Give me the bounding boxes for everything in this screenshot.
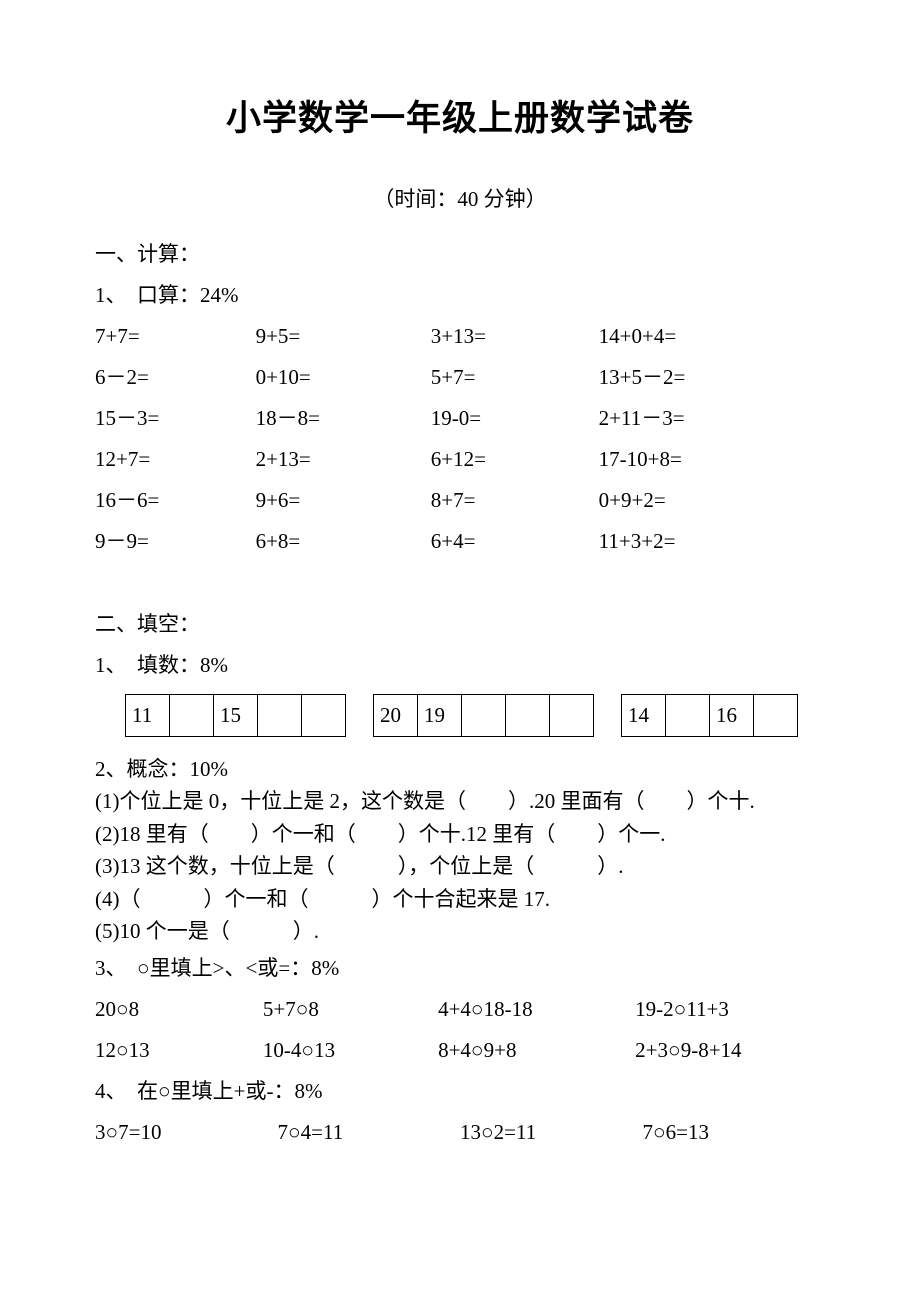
calc-cell: 5+7= [431,357,599,398]
op-cell: 13○2=11 [460,1112,643,1153]
calc-cell: 0+9+2= [599,480,825,521]
p2-line: (3)13 这个数，十位上是（ ），个位上是（ ）. [95,850,825,883]
num-cell [754,694,798,736]
table-row: 15－3=18－8=19-0= 2+11－3= [95,398,825,439]
number-table: 11 15 20 19 14 16 [125,694,798,737]
table-row: 3○7=107○4=1113○2=117○6=13 [95,1112,825,1153]
cmp-cell: 5+7○8 [263,989,438,1030]
cmp-cell: 10-4○13 [263,1030,438,1071]
cmp-cell: 12○13 [95,1030,263,1071]
calc-cell: 2+11－3= [599,398,825,439]
num-cell: 20 [374,694,418,736]
calc-cell: 12+7= [95,439,256,480]
calc-table: 7+7=9+5=3+13=14+0+4= 6－2=0+10=5+7=13+5－2… [95,316,825,562]
table-row: 11 15 20 19 14 16 [126,694,798,736]
table-row: 7+7=9+5=3+13=14+0+4= [95,316,825,357]
calc-cell: 6+8= [256,521,431,562]
op-cell: 7○6=13 [643,1112,826,1153]
cmp-cell: 8+4○9+8 [438,1030,635,1071]
calc-cell: 9+5= [256,316,431,357]
calc-cell: 6+12= [431,439,599,480]
section2-sub: 1、 填数：8% [95,645,825,686]
p2-heading: 2、概念：10% [95,753,825,786]
op-table: 3○7=107○4=1113○2=117○6=13 [95,1112,825,1153]
table-row: 9－9=6+8=6+4= 11+3+2= [95,521,825,562]
calc-cell: 15－3= [95,398,256,439]
compare-table: 20○85+7○84+4○18-1819-2○11+3 12○1310-4○13… [95,989,825,1071]
page-subtitle: （时间：40 分钟） [95,179,825,220]
calc-cell: 8+7= [431,480,599,521]
num-cell: 11 [126,694,170,736]
op-cell: 7○4=11 [278,1112,461,1153]
table-row: 12○1310-4○138+4○9+82+3○9-8+14 [95,1030,825,1071]
num-cell [666,694,710,736]
calc-cell: 11+3+2= [599,521,825,562]
section1-heading: 一、计算： [95,234,825,275]
calc-cell: 16－6= [95,480,256,521]
calc-cell: 9+6= [256,480,431,521]
cmp-cell: 2+3○9-8+14 [635,1030,825,1071]
calc-cell: 18－8= [256,398,431,439]
num-cell [506,694,550,736]
gap-cell [346,694,374,736]
calc-cell: 17-10+8= [599,439,825,480]
cmp-cell: 19-2○11+3 [635,989,825,1030]
p4-heading: 4、 在○里填上+或-：8% [95,1071,825,1112]
num-cell [302,694,346,736]
num-cell [258,694,302,736]
num-cell: 19 [418,694,462,736]
num-cell [170,694,214,736]
p2-line: (5)10 个一是（ ）. [95,915,825,948]
calc-cell: 2+13= [256,439,431,480]
gap-cell [594,694,622,736]
op-cell: 3○7=10 [95,1112,278,1153]
table-row: 16－6=9+6=8+7= 0+9+2= [95,480,825,521]
table-row: 20○85+7○84+4○18-1819-2○11+3 [95,989,825,1030]
calc-cell: 7+7= [95,316,256,357]
num-cell: 14 [622,694,666,736]
section1-sub: 1、 口算：24% [95,275,825,316]
calc-cell: 6+4= [431,521,599,562]
num-cell [550,694,594,736]
num-cell [462,694,506,736]
cmp-cell: 20○8 [95,989,263,1030]
num-cell: 15 [214,694,258,736]
p2-line: (1)个位上是 0，十位上是 2，这个数是（ ）.20 里面有（ ）个十. [95,785,825,818]
calc-cell: 13+5－2= [599,357,825,398]
calc-cell: 14+0+4= [599,316,825,357]
calc-cell: 0+10= [256,357,431,398]
section2-heading: 二、填空： [95,604,825,645]
num-cell: 16 [710,694,754,736]
calc-cell: 9－9= [95,521,256,562]
calc-cell: 19-0= [431,398,599,439]
calc-cell: 3+13= [431,316,599,357]
page-title: 小学数学一年级上册数学试卷 [95,85,825,153]
table-row: 6－2=0+10=5+7=13+5－2= [95,357,825,398]
p2-line: (2)18 里有（ ）个一和（ ）个十.12 里有（ ）个一. [95,818,825,851]
p3-heading: 3、 ○里填上>、<或=：8% [95,948,825,989]
calc-cell: 6－2= [95,357,256,398]
cmp-cell: 4+4○18-18 [438,989,635,1030]
p2-line: (4)（ ）个一和（ ）个十合起来是 17. [95,883,825,916]
table-row: 12+7=2+13=6+12= 17-10+8= [95,439,825,480]
